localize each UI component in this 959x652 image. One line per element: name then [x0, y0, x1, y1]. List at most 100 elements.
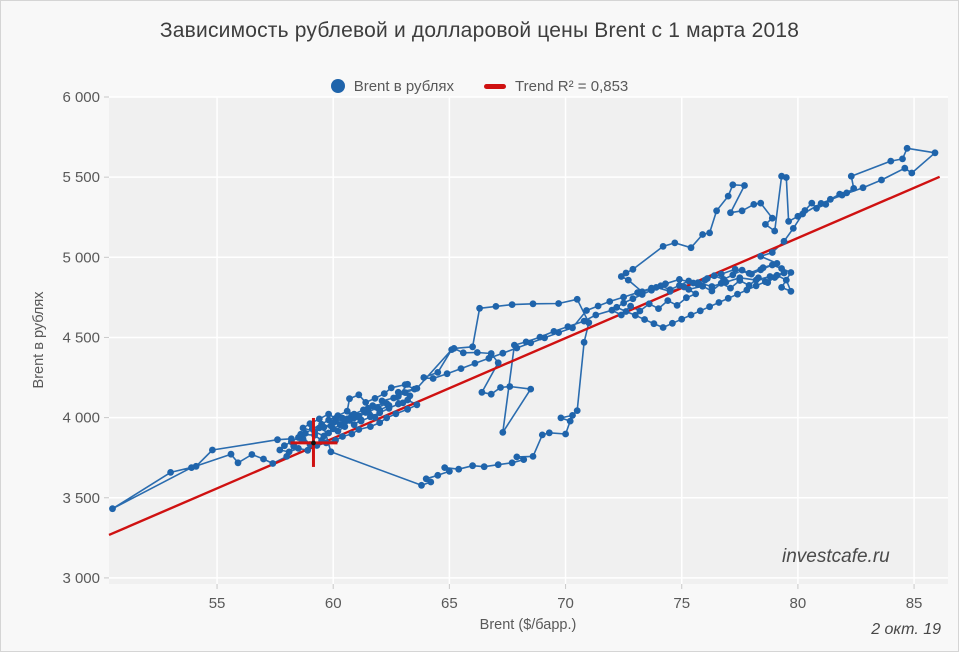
data-point: [394, 400, 402, 408]
data-point: [392, 410, 400, 418]
data-point: [629, 265, 637, 273]
data-point: [878, 176, 885, 184]
data-point: [346, 417, 353, 424]
y-tick-label: 3 000: [62, 570, 100, 587]
data-point: [295, 445, 302, 452]
data-point: [636, 307, 644, 315]
data-point: [285, 448, 293, 456]
data-point: [762, 278, 769, 286]
data-point: [383, 400, 391, 407]
data-point: [662, 280, 669, 288]
data-point: [664, 297, 672, 304]
y-tick-label: 3 500: [62, 490, 100, 507]
data-point: [566, 417, 574, 425]
data-point: [295, 434, 302, 441]
x-tick-label: 65: [441, 595, 458, 612]
data-point: [506, 383, 514, 390]
data-point: [683, 294, 690, 302]
data-point: [350, 410, 358, 418]
data-point: [497, 384, 504, 391]
legend-series-label: Brent в рублях: [353, 77, 455, 95]
data-point: [434, 369, 442, 376]
data-point: [167, 469, 175, 476]
data-point: [541, 334, 548, 342]
data-point: [362, 399, 370, 406]
data-point: [557, 414, 565, 422]
data-point: [827, 195, 834, 203]
data-point: [706, 229, 713, 237]
data-point: [327, 448, 335, 456]
data-point: [269, 460, 277, 467]
data-point: [785, 218, 792, 225]
data-point: [627, 302, 634, 310]
data-point: [281, 442, 288, 450]
data-point: [348, 430, 356, 438]
data-point: [648, 284, 655, 292]
data-point: [724, 192, 732, 200]
data-point: [778, 284, 785, 291]
data-point: [480, 463, 488, 471]
data-point: [299, 424, 307, 432]
data-point: [301, 429, 309, 437]
data-point: [499, 349, 507, 357]
data-point: [276, 446, 284, 454]
x-tick-label: 80: [790, 595, 807, 612]
data-point: [722, 278, 730, 286]
data-point: [304, 446, 312, 454]
data-point: [485, 354, 493, 362]
data-point: [759, 264, 767, 272]
y-tick-label: 4 500: [62, 329, 100, 346]
data-point: [687, 244, 695, 252]
y-tick-label: 5 500: [62, 169, 100, 186]
data-point: [676, 276, 683, 283]
trend-line: [108, 175, 941, 537]
data-point: [715, 299, 723, 306]
data-point: [666, 287, 674, 295]
data-point: [320, 423, 328, 431]
data-point: [813, 204, 820, 212]
chart-title: Зависимость рублевой и долларовой цены B…: [159, 19, 800, 42]
legend: Brent в рублях Trend R² = 0,853: [1, 72, 958, 100]
data-point: [727, 284, 734, 292]
data-point: [768, 214, 776, 222]
data-point: [773, 260, 781, 267]
data-point: [487, 390, 495, 398]
data-point: [680, 283, 688, 291]
data-point: [350, 421, 358, 429]
data-point: [782, 174, 790, 181]
data-point: [757, 252, 765, 260]
data-point: [817, 200, 825, 207]
data-point: [899, 155, 906, 163]
data-point: [380, 390, 388, 397]
data-point: [622, 308, 630, 315]
data-point: [645, 300, 653, 308]
data-point: [901, 164, 909, 172]
data-point: [209, 446, 216, 454]
data-point: [422, 475, 430, 483]
x-tick-label: 75: [673, 595, 690, 612]
data-point: [478, 388, 486, 396]
data-point: [641, 316, 648, 323]
x-tick-label: 55: [209, 595, 226, 612]
y-tick-label: 5 000: [62, 249, 100, 266]
data-point: [188, 464, 195, 471]
data-point: [260, 455, 267, 463]
data-point: [808, 199, 816, 207]
data-point: [859, 184, 867, 192]
data-point: [673, 302, 681, 309]
data-point: [573, 295, 581, 303]
data-point: [529, 453, 537, 460]
data-point: [708, 283, 716, 290]
data-point: [757, 199, 765, 207]
data-point: [513, 453, 521, 461]
data-point: [731, 265, 739, 273]
data-point: [371, 395, 379, 402]
data-point: [471, 360, 479, 367]
data-point: [555, 329, 562, 336]
data-point: [494, 359, 502, 367]
data-point: [339, 433, 346, 440]
data-point: [745, 269, 753, 277]
data-point: [434, 471, 442, 479]
data-point: [494, 461, 502, 469]
data-point: [538, 431, 546, 439]
